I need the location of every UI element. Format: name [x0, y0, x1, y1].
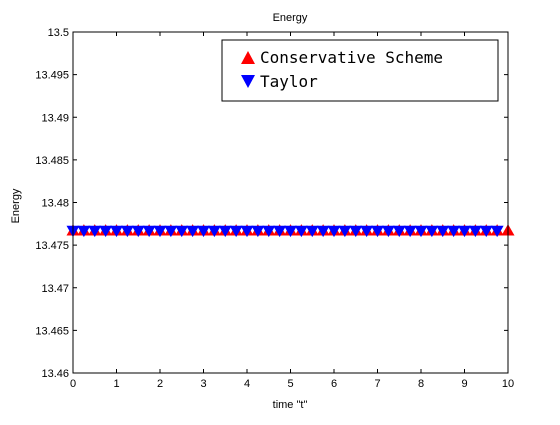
legend-label-taylor: Taylor	[260, 72, 318, 91]
data-point	[392, 225, 406, 238]
data-point	[447, 225, 461, 238]
data-point	[207, 225, 221, 238]
data-point	[425, 225, 439, 238]
data-point	[436, 225, 450, 238]
data-point	[468, 225, 482, 238]
data-point	[153, 225, 167, 238]
data-point	[414, 225, 428, 238]
data-point	[490, 225, 504, 238]
x-tick-label: 6	[331, 378, 337, 390]
y-tick-label: 13.495	[35, 70, 69, 82]
data-point	[251, 225, 265, 238]
x-axis-label: time "t"	[273, 399, 308, 411]
y-tick-label: 13.5	[48, 27, 69, 39]
data-point	[327, 225, 341, 238]
legend-box	[221, 39, 499, 102]
legend-marker-conservative-scheme	[241, 51, 255, 64]
data-point	[479, 225, 493, 238]
data-point	[120, 225, 134, 238]
x-tick-label: 0	[70, 378, 76, 390]
y-tick-label: 13.485	[35, 155, 69, 167]
legend: Conservative Scheme Taylor	[221, 39, 499, 102]
x-tick-label: 5	[287, 378, 293, 390]
y-tick-label: 13.48	[41, 198, 69, 210]
data-point	[262, 225, 276, 238]
series-taylor	[66, 225, 504, 238]
data-point	[284, 225, 297, 238]
chart-title: Energy	[273, 12, 308, 24]
data-point	[349, 225, 363, 238]
series-layer	[66, 224, 515, 238]
x-tick-label: 9	[461, 378, 467, 390]
data-point	[218, 225, 232, 238]
y-tick-label: 13.46	[41, 368, 69, 380]
x-tick-label: 10	[502, 378, 514, 390]
data-point	[403, 225, 417, 238]
data-point	[381, 225, 395, 238]
data-point	[175, 225, 189, 238]
data-point	[316, 225, 330, 238]
y-axis-label: Energy	[10, 188, 22, 223]
y-tick-label: 13.475	[35, 240, 69, 252]
data-point	[240, 225, 254, 238]
data-point	[131, 225, 145, 238]
data-point	[99, 225, 113, 238]
data-point	[371, 225, 384, 238]
x-tick-label: 2	[157, 378, 163, 390]
x-tick-label: 1	[113, 378, 119, 390]
data-point	[294, 225, 308, 238]
data-point	[360, 225, 374, 238]
axes-layer: 0 1 2 3 4 5 6 7 8 9 10 13.46 13.465 13.47 13.475 13.48 1…	[35, 27, 514, 390]
y-tick-label: 13.49	[41, 112, 69, 124]
data-point	[142, 225, 156, 238]
x-tick-label: 4	[244, 378, 250, 390]
data-point	[229, 225, 243, 238]
data-point	[458, 225, 471, 238]
y-tick-label: 13.465	[35, 325, 69, 337]
data-point	[273, 225, 287, 238]
data-point	[186, 225, 200, 238]
x-tick-label: 8	[418, 378, 424, 390]
data-point	[164, 225, 178, 238]
data-point	[197, 225, 210, 238]
legend-marker-taylor	[241, 75, 255, 88]
data-point	[77, 225, 91, 238]
data-point	[88, 225, 102, 238]
x-tick-label: 3	[200, 378, 206, 390]
x-tick-label: 7	[374, 378, 380, 390]
data-point	[110, 225, 123, 238]
legend-label-conservative-scheme: Conservative Scheme	[260, 48, 443, 67]
data-point	[305, 225, 319, 238]
y-tick-label: 13.47	[41, 283, 69, 295]
data-point	[338, 225, 352, 238]
